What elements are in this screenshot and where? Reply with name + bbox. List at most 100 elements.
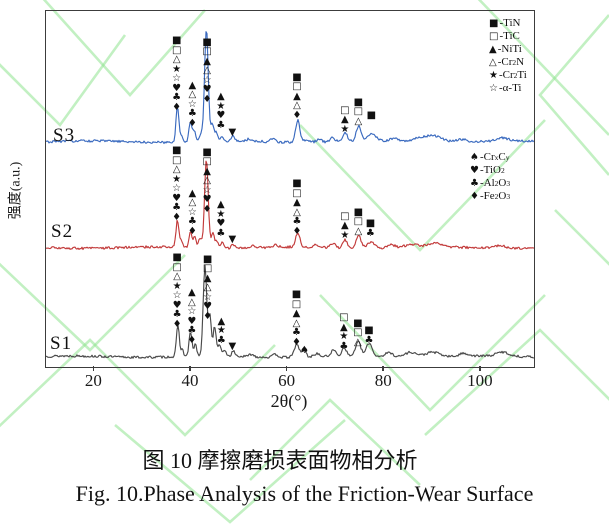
legend-formula: TiN [503, 17, 521, 29]
legend-formula: 3 [506, 179, 511, 188]
peak-marker-stack: ▼ [228, 234, 236, 245]
peak-marker-stack: ■ ♣ [364, 326, 373, 345]
phase-marker-icon: ♣ [187, 108, 197, 119]
phase-marker-icon: ♥ [172, 192, 182, 204]
legend-dash: - [479, 177, 484, 189]
phase-marker-icon: □ [292, 81, 302, 92]
phase-marker-icon: ★ [340, 123, 350, 135]
phase-marker-icon: ♦ [172, 101, 182, 113]
phase-marker-icon: ♦ [292, 109, 302, 121]
peak-marker-stack: ▲ △ ☆ ♥ ♣ ♦ [187, 288, 196, 345]
phase-marker-icon: ♥ [172, 299, 182, 311]
legend-nitrides-item: ▲ - NiTi [489, 43, 527, 56]
phase-marker-icon: ♣ [292, 216, 302, 227]
legend-formula: Al [483, 177, 495, 189]
legend-dash: - [498, 82, 503, 94]
x-tick-mark [189, 366, 191, 371]
x-tick-label: 20 [84, 371, 102, 390]
peak-marker-stack: ■ □ △ ★ ☆ ♥ ♣ ♦ [172, 36, 181, 112]
peak-marker-stack: ■ □ ▲ △ ♦ [292, 72, 302, 121]
peak-marker-stack: ▲ ★ ♥ ♣ [216, 92, 225, 130]
watermark-line [249, 398, 421, 486]
phase-marker-icon: △ [354, 115, 363, 127]
phase-marker-icon: ☆ [172, 73, 182, 84]
phase-marker-icon: ♥ [187, 315, 197, 327]
watermark-line [0, 338, 276, 437]
xrd-plot-area: S3 ■ □ △ ★ ☆ ♥ ♣ ♦ ▲ △ ☆ ♣ ♦ ■ □ ▲ △ ☆ ♥ ♦ ▲ ★ ♥ ♣ ▼ ■ □ ▲ △ ♦ □ ▲ ★ ■ □ △ ■ S… [45, 10, 535, 368]
peak-marker-stack: □ ▲ ★ [340, 105, 350, 135]
phase-marker-icon: □ [353, 327, 363, 338]
phase-marker-icon: ♣ [172, 309, 182, 320]
phase-marker-icon: ♥ [202, 194, 212, 205]
phase-marker-icon: ★ [172, 280, 182, 292]
phase-marker-icon: ▲ [339, 321, 348, 333]
phase-marker-icon: ☆ [202, 74, 212, 86]
legend-marker-icon: ■ [489, 18, 499, 29]
legend-dash: - [479, 190, 484, 202]
legend-dash: - [479, 164, 484, 176]
phase-marker-icon: △ [173, 271, 181, 282]
phase-marker-icon: ▲ [293, 197, 301, 208]
legend-formula: α-Ti [502, 82, 522, 94]
legend-formula: x [494, 153, 499, 162]
phase-marker-icon: □ [171, 44, 182, 56]
legend-formula: 2 [512, 58, 517, 67]
phase-marker-icon: ♣ [291, 327, 301, 338]
phase-marker-icon: □ [292, 187, 302, 199]
watermark-line [477, 0, 609, 136]
phase-marker-icon: ♥ [216, 218, 226, 229]
phase-marker-icon: ▲ [203, 55, 211, 67]
phase-marker-icon: □ [172, 261, 182, 273]
phase-marker-icon: ♦ [202, 93, 212, 105]
peak-marker-stack: ■ [367, 110, 376, 121]
curve-s2 [46, 160, 534, 251]
legend-formula: 2 [494, 179, 499, 188]
phase-marker-icon: ♥ [202, 84, 212, 95]
peak-marker-stack: ▼ [228, 126, 237, 138]
legend-formula: 2 [500, 166, 505, 175]
phase-marker-icon: ☆ [172, 183, 182, 194]
phase-marker-icon: ▲ [340, 220, 349, 231]
phase-marker-icon: ♣ [187, 325, 197, 336]
legend-formula: y [505, 153, 510, 162]
x-tick-label: 80 [374, 371, 392, 390]
peak-marker-stack: □ ▲ ★ [340, 211, 350, 241]
phase-marker-icon: △ [188, 89, 197, 100]
phase-marker-icon: ♠ [299, 344, 309, 356]
phase-marker-icon: △ [203, 65, 211, 76]
legend-formula: Cr [502, 69, 514, 81]
phase-marker-icon: ■ [353, 317, 363, 329]
peak-marker-stack: ■ □ △ [353, 317, 363, 348]
phase-marker-icon: ♣ [216, 334, 226, 346]
phase-marker-icon: ☆ [203, 291, 213, 303]
peak-marker-stack: ■ □ ▲ △ ☆ ♥ ♦ [202, 147, 212, 215]
peak-marker-stack: ■ □ ▲ △ ♣ ♦ [292, 290, 301, 347]
peak-marker-stack: ■ □ △ ★ ☆ ♥ ♣ ♦ [172, 253, 181, 329]
phase-marker-icon: ■ [353, 206, 364, 218]
phase-marker-icon: ★ [339, 331, 349, 342]
phase-marker-icon: △ [172, 54, 181, 65]
phase-marker-icon: □ [202, 46, 212, 57]
legend-marker-icon: ♠ [470, 152, 479, 163]
phase-marker-icon: ■ [292, 178, 302, 189]
phase-marker-icon: ♦ [187, 117, 197, 129]
x-tick-mark [285, 366, 288, 371]
series-label-s3: S3 [53, 125, 76, 146]
phase-marker-icon: ★ [340, 229, 350, 241]
series-label-s2: S2 [51, 221, 74, 242]
phase-marker-icon: ♣ [172, 92, 182, 103]
phase-marker-icon: △ [203, 175, 211, 186]
legend-marker-icon: ★ [489, 70, 498, 81]
legend-marker-icon: ♦ [470, 191, 479, 202]
x-tick-mark [479, 366, 481, 371]
legend-nitrides: ■ - TiN □ - TiC ▲ - NiTi △ - Cr 2 N ★ - Cr 2 Ti ☆ - α-Ti [489, 17, 527, 95]
phase-marker-icon: ▼ [228, 126, 237, 138]
phase-marker-icon: ■ [365, 218, 376, 229]
watermark-line [114, 419, 346, 524]
phase-marker-icon: ♣ [216, 227, 226, 239]
legend-marker-icon: △ [489, 57, 497, 68]
watermark-line [554, 209, 609, 266]
